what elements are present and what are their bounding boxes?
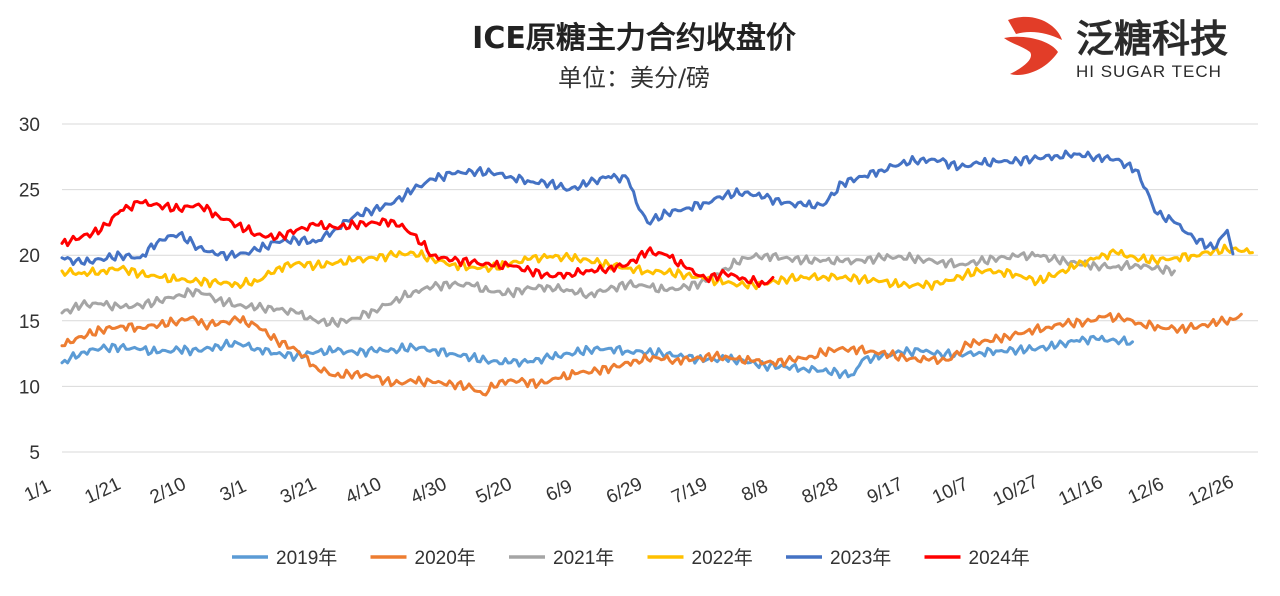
x-tick-label: 12/6: [1125, 474, 1167, 509]
x-tick-label: 10/7: [929, 474, 971, 509]
brand-logo: 泛糖科技 HI SUGAR TECH: [1004, 16, 1228, 81]
brand-name-cn: 泛糖科技: [1076, 17, 1228, 61]
x-tick-label: 9/17: [864, 474, 906, 509]
legend-label: 2022年: [692, 547, 753, 569]
x-tick-label: 2/10: [147, 474, 189, 509]
x-tick-label: 5/20: [473, 474, 515, 509]
series-line-2: [60, 312, 1243, 397]
legend-label: 2024年: [969, 547, 1030, 569]
x-tick-label: 8/8: [738, 476, 771, 506]
y-tick-label: 5: [29, 443, 40, 464]
x-tick-label: 12/26: [1185, 471, 1237, 510]
series-lines: [60, 149, 1254, 397]
chart-title: ICE原糖主力合约收盘价: [472, 21, 796, 56]
x-tick-label: 10/27: [990, 471, 1042, 510]
brand-name-en: HI SUGAR TECH: [1076, 62, 1222, 81]
y-tick-label: 25: [19, 181, 40, 202]
x-tick-label: 4/30: [408, 474, 450, 509]
x-tick-label: 1/1: [21, 476, 54, 506]
x-tick-label: 8/28: [799, 474, 841, 509]
grid-lines: [62, 123, 1258, 453]
x-axis-ticks: 1/1 1/21 2/10 3/1 3/21 4/10 4/30 5/20 6/9 6/29 7/1…: [21, 471, 1237, 510]
series-line-4: [60, 243, 1254, 291]
x-tick-label: 6/9: [543, 476, 576, 506]
y-tick-label: 20: [19, 246, 40, 267]
x-tick-label: 1/21: [82, 474, 124, 509]
legend-label: 2019年: [276, 547, 337, 569]
series-line-5: [60, 149, 1235, 266]
y-tick-label: 15: [19, 312, 40, 333]
x-tick-label: 7/19: [668, 474, 710, 509]
series-line-6: [60, 198, 775, 288]
y-axis-ticks: 30 25 20 15 10 5: [19, 115, 40, 464]
legend: 2019年 2020年 2021年 2022年 2023年 2024年: [232, 547, 1030, 569]
legend-label: 2023年: [830, 547, 891, 569]
brand-logo-mark: [1004, 16, 1062, 76]
x-tick-label: 3/1: [217, 476, 250, 506]
y-tick-label: 30: [19, 115, 40, 136]
series-line-3: [60, 251, 1176, 328]
x-tick-label: 3/21: [277, 474, 319, 509]
chart-subtitle: 单位：美分/磅: [558, 64, 710, 92]
y-tick-label: 10: [19, 377, 40, 398]
x-tick-label: 4/10: [342, 474, 384, 509]
legend-label: 2021年: [553, 547, 614, 569]
legend-label: 2020年: [415, 547, 476, 569]
x-tick-label: 6/29: [603, 474, 645, 509]
x-tick-label: 11/16: [1056, 472, 1107, 511]
